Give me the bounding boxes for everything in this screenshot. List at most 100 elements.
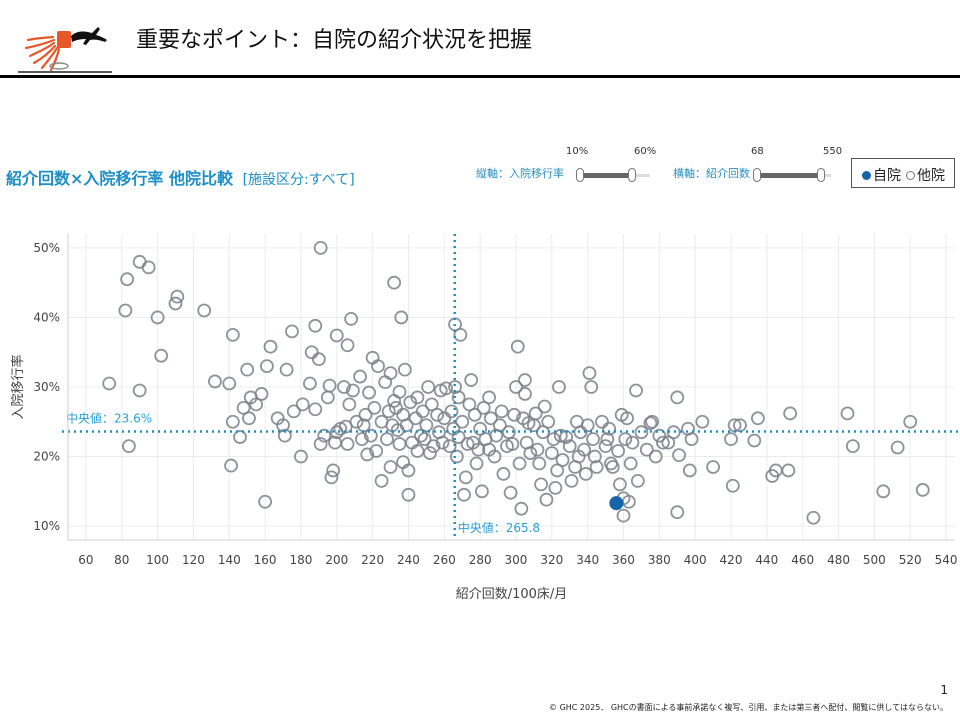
other-hospital-point (437, 411, 452, 426)
facility-filter-label[interactable]: [施設区分:すべて] (242, 172, 355, 188)
legend-item-other[interactable]: 他院 (906, 165, 945, 185)
other-hospital-point (514, 501, 529, 516)
other-hospital-point (378, 375, 393, 390)
other-hospital-point (670, 505, 685, 520)
other-hospital-point (170, 289, 185, 304)
other-hospital-point (414, 428, 428, 443)
other-hospital-point (353, 369, 367, 384)
other-hospital-point (367, 400, 382, 415)
x-tick-label: 400 (684, 553, 707, 567)
legend-item-self[interactable]: 自院 (862, 165, 901, 185)
other-hospital-point (419, 418, 434, 433)
other-hospital-point (380, 432, 394, 447)
other-hospital-point (656, 435, 670, 450)
y-axis-title: 入院移行率 (10, 354, 26, 419)
x-tick-label: 480 (827, 553, 850, 567)
other-hospital-point (374, 473, 389, 488)
other-hospital-point (806, 510, 821, 525)
other-hospital-point (381, 404, 396, 419)
other-hospital-point (340, 437, 355, 451)
other-hospital-point (460, 437, 475, 451)
other-hospital-point (552, 380, 566, 394)
x-tick-label: 80 (114, 553, 129, 567)
horizontal-slider-max-handle[interactable] (817, 168, 825, 182)
other-hospital-point (453, 327, 468, 342)
vertical-slider-max-handle[interactable] (628, 168, 636, 182)
other-hospital-point (684, 432, 699, 447)
other-hospital-point (222, 376, 237, 391)
x-tick-label: 320 (540, 553, 563, 567)
other-hospital-point (483, 411, 498, 426)
other-hospital-point (602, 421, 617, 436)
other-hospital-point (648, 449, 663, 464)
other-hospital-point (417, 432, 432, 447)
x-tick-label: 380 (648, 553, 671, 567)
other-hospital-point (421, 380, 436, 394)
other-hospital-point (458, 470, 473, 485)
other-hospital-point (362, 385, 376, 400)
other-hospital-point (455, 414, 470, 429)
other-hospital-point (225, 414, 240, 429)
other-hospital-point (342, 397, 357, 412)
other-hospital-point (358, 407, 373, 422)
other-hospital-point (586, 432, 600, 447)
other-hospital-point (510, 339, 525, 354)
other-hospital-point (541, 414, 556, 429)
page-title: 重要なポイント：自院の紹介状況を把握 (136, 28, 533, 53)
other-hospital-point (354, 432, 369, 447)
median-lines: 中央値：23.6% 中央値：265.8 (62, 234, 958, 540)
other-hospital-point (548, 480, 563, 495)
other-hospital-point (346, 383, 360, 398)
other-hospital-point (600, 432, 615, 447)
x-tick-label: 440 (755, 553, 778, 567)
other-hospital-point (661, 435, 676, 450)
other-hospital-point (518, 387, 532, 401)
other-hospital-point (611, 444, 626, 458)
other-hospital-point (553, 428, 568, 443)
other-hospital-point (747, 433, 762, 448)
other-hospital-point (383, 460, 398, 474)
other-hospital-point (492, 418, 507, 433)
other-hospital-point (467, 407, 482, 422)
x-axis-title: 紹介回数/100床/月 (456, 587, 568, 602)
other-hospital-point (415, 404, 430, 419)
other-hospital-point (523, 446, 538, 460)
other-hospital-point (582, 366, 597, 380)
other-hospital-point (595, 414, 609, 429)
other-hospital-point (605, 460, 620, 474)
other-hospital-point (394, 310, 409, 325)
other-hospital-point (625, 435, 640, 450)
other-hospital-point (401, 487, 416, 502)
copyright-notice: © GHC 2025． GHCの書面による事前承諾なく複写、引用、または第三者へ… (549, 703, 948, 712)
x-tick-label: 260 (433, 553, 456, 567)
horizontal-slider-max-value: 550 (823, 146, 843, 157)
other-hospital-point (473, 421, 488, 436)
filled-circle-icon (862, 170, 871, 180)
other-hospital-point (444, 404, 459, 419)
other-hospital-point (324, 470, 339, 485)
other-hospital-point (197, 303, 212, 318)
self-hospital-point (609, 496, 624, 511)
legend-self-label: 自院 (873, 168, 901, 184)
x-tick-label: 420 (720, 553, 743, 567)
other-hospital-point (430, 407, 445, 422)
horizontal-slider-min-value: 68 (751, 146, 764, 157)
other-hospital-point (682, 463, 697, 478)
other-hospital-point (442, 439, 457, 454)
other-hospital-point (260, 359, 274, 374)
other-hospital-point (242, 411, 256, 426)
horizontal-slider-min-handle[interactable] (753, 168, 761, 182)
other-hospital-point (120, 272, 135, 287)
other-hospital-point (645, 414, 660, 429)
other-hospital-point (890, 440, 905, 455)
other-hospital-point (208, 374, 222, 389)
other-hospital-point (577, 442, 591, 457)
other-hospital-point (672, 448, 686, 463)
other-hospital-point (363, 428, 378, 443)
other-hospital-point (277, 428, 292, 443)
vertical-slider-min-handle[interactable] (576, 168, 584, 182)
other-hospital-point (154, 348, 169, 363)
other-hospital-point (424, 397, 439, 412)
hollow-circle-icon (906, 170, 915, 180)
other-hospital-point (311, 352, 326, 367)
